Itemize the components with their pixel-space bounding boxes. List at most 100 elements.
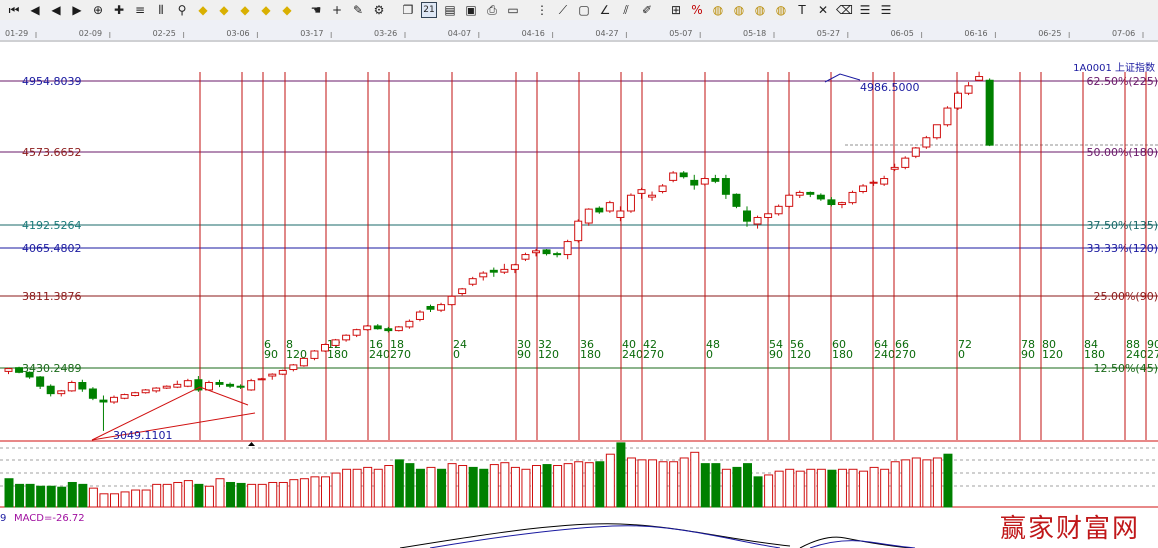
candle[interactable] (415, 310, 424, 322)
volume-bar[interactable] (162, 483, 172, 508)
volume-bar[interactable] (373, 468, 383, 508)
candle[interactable] (532, 249, 540, 257)
step-back-icon[interactable]: ◀ (30, 3, 40, 17)
volume-bar[interactable] (236, 482, 246, 508)
volume-bar[interactable] (342, 468, 352, 508)
candle[interactable] (173, 380, 182, 389)
volume-bar[interactable] (25, 483, 35, 508)
volume-bar[interactable] (384, 465, 394, 508)
candle[interactable] (141, 389, 150, 394)
candle[interactable] (458, 287, 467, 296)
pen-icon[interactable]: ✐ (641, 3, 653, 17)
candle[interactable] (859, 184, 868, 194)
diamond-icon[interactable]: ◆ (282, 3, 292, 17)
crosshair-icon[interactable]: ⊕ (92, 3, 104, 17)
volume-bar[interactable] (405, 463, 415, 508)
candle[interactable] (911, 147, 920, 159)
candle[interactable] (827, 197, 836, 207)
volume-bar[interactable] (352, 468, 362, 508)
candle[interactable] (194, 376, 203, 392)
candle[interactable] (648, 191, 657, 201)
candle[interactable] (78, 379, 87, 392)
volume-bar[interactable] (36, 485, 46, 508)
volume-bar[interactable] (88, 487, 98, 508)
volume-bar[interactable] (500, 462, 510, 508)
candle[interactable] (700, 176, 709, 186)
candle[interactable] (584, 208, 593, 226)
candle[interactable] (669, 171, 678, 183)
monitor-icon[interactable]: ▭ (507, 3, 519, 17)
candle[interactable] (985, 78, 994, 147)
candle[interactable] (257, 377, 266, 381)
candle[interactable] (943, 106, 952, 127)
candle[interactable] (795, 190, 804, 199)
volume-bar[interactable] (173, 481, 183, 508)
candle[interactable] (637, 187, 646, 199)
volume-bar[interactable] (943, 453, 953, 508)
volume-bar[interactable] (447, 463, 457, 508)
volume-bar[interactable] (700, 463, 710, 508)
list-icon[interactable]: ☰ (859, 3, 871, 17)
save-icon[interactable]: ▣ (465, 3, 477, 17)
volume-bar[interactable] (932, 457, 942, 508)
candle[interactable] (563, 239, 572, 260)
dotted-lines-icon[interactable]: ⋮ (536, 3, 548, 17)
volume-bar[interactable] (521, 468, 531, 508)
volume-bar[interactable] (574, 461, 584, 508)
volume-bar[interactable] (637, 459, 647, 508)
candle[interactable] (373, 324, 382, 330)
volume-bar[interactable] (616, 442, 626, 508)
candle[interactable] (510, 263, 519, 274)
volume-bar[interactable] (626, 457, 636, 508)
volume-bar[interactable] (489, 464, 499, 508)
volume-bar[interactable] (194, 483, 204, 508)
candle[interactable] (595, 206, 604, 214)
candle[interactable] (342, 334, 351, 342)
volume-bar[interactable] (310, 476, 320, 508)
volume-bar[interactable] (215, 478, 225, 508)
volume-bar[interactable] (468, 466, 478, 508)
list-icon[interactable]: ☰ (880, 3, 892, 17)
candle[interactable] (447, 295, 456, 306)
volume-bar[interactable] (204, 485, 214, 508)
volume-bar[interactable] (658, 461, 668, 508)
hand-icon[interactable]: ☚ (310, 3, 322, 17)
candle[interactable] (352, 328, 361, 338)
play-icon[interactable]: ▶ (72, 3, 82, 17)
volume-bar[interactable] (743, 463, 752, 508)
candle[interactable] (922, 135, 931, 149)
volume-bar[interactable] (4, 478, 14, 508)
candle[interactable] (215, 379, 224, 388)
candle[interactable] (363, 325, 372, 331)
volume-bar[interactable] (120, 491, 130, 508)
volume-bar[interactable] (711, 463, 721, 508)
candle[interactable] (99, 395, 108, 431)
volume-bar[interactable] (141, 489, 151, 508)
volume-bar[interactable] (901, 459, 911, 508)
volume-bar[interactable] (78, 483, 88, 508)
volume-bar[interactable] (278, 481, 288, 508)
volume-bar[interactable] (690, 451, 700, 508)
volume-bar[interactable] (394, 459, 404, 508)
candle[interactable] (890, 163, 899, 172)
volume-bar[interactable] (827, 469, 837, 508)
volume-bar[interactable] (110, 493, 119, 508)
volume-bar[interactable] (257, 483, 267, 508)
volume-bar[interactable] (785, 468, 795, 508)
volume-bar[interactable] (922, 459, 932, 508)
candle[interactable] (162, 385, 171, 390)
volume-bar[interactable] (99, 493, 109, 508)
candle[interactable] (110, 395, 118, 404)
candle[interactable] (679, 171, 688, 179)
candle[interactable] (321, 343, 329, 352)
volume-bar[interactable] (15, 483, 25, 508)
volume-bar[interactable] (331, 472, 341, 508)
candle[interactable] (605, 200, 614, 213)
percent-icon[interactable]: % (691, 3, 703, 17)
candle[interactable] (46, 384, 55, 397)
volume-bar[interactable] (816, 468, 826, 508)
volume-bar[interactable] (806, 468, 816, 508)
candle[interactable] (426, 304, 435, 313)
candle[interactable] (732, 193, 741, 209)
cross-icon[interactable]: ✚ (113, 3, 125, 17)
